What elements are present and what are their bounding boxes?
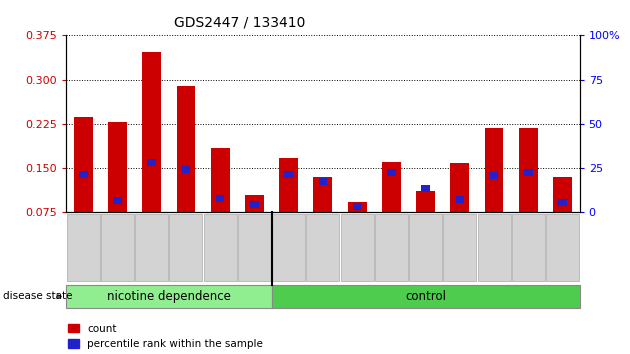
Bar xyxy=(421,185,430,192)
Bar xyxy=(279,158,298,212)
Bar xyxy=(319,178,327,185)
Bar xyxy=(416,190,435,212)
Bar xyxy=(108,122,127,212)
Bar xyxy=(142,52,161,212)
Bar xyxy=(382,162,401,212)
Bar xyxy=(147,159,156,166)
Bar xyxy=(245,195,264,212)
Bar xyxy=(455,196,464,203)
Bar xyxy=(79,171,88,178)
Text: GDS2447 / 133410: GDS2447 / 133410 xyxy=(174,16,305,30)
Bar xyxy=(490,172,498,179)
Bar xyxy=(181,166,190,173)
Bar xyxy=(553,177,572,212)
Text: control: control xyxy=(405,290,446,303)
Bar xyxy=(348,202,367,212)
Bar xyxy=(284,171,293,178)
Bar xyxy=(519,128,537,212)
Bar xyxy=(74,117,93,212)
Bar xyxy=(216,195,224,202)
Bar xyxy=(558,199,567,206)
Bar xyxy=(314,177,332,212)
Bar xyxy=(250,201,259,208)
Text: disease state: disease state xyxy=(3,291,72,302)
Bar xyxy=(484,128,503,212)
Bar xyxy=(211,148,229,212)
Bar xyxy=(353,203,362,210)
Bar xyxy=(113,197,122,204)
Text: nicotine dependence: nicotine dependence xyxy=(107,290,231,303)
Bar xyxy=(450,164,469,212)
Bar xyxy=(176,86,195,212)
Bar xyxy=(387,169,396,176)
Legend: count, percentile rank within the sample: count, percentile rank within the sample xyxy=(68,324,263,349)
Bar xyxy=(524,169,532,176)
